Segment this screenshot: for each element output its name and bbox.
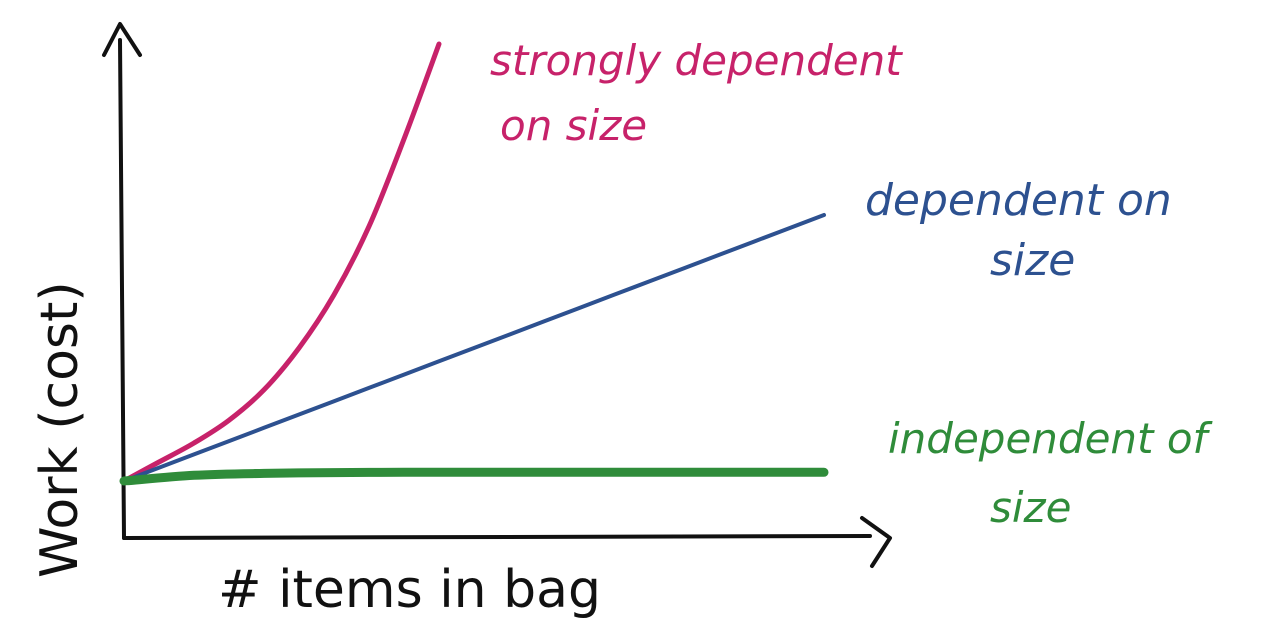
label-independent-line2: size: [990, 483, 1071, 532]
label-dependent-line2: size: [990, 235, 1075, 286]
y-axis-arrow-icon: [102, 22, 142, 57]
x-axis-arrow-icon: [860, 516, 892, 568]
label-independent-line1: independent of: [888, 414, 1214, 463]
series-strongly-dependent: [121, 41, 442, 484]
series-independent: [119, 467, 829, 486]
label-strongly-dependent-line2: on size: [500, 101, 647, 150]
series-dependent: [122, 213, 826, 483]
x-axis-line: [122, 534, 872, 540]
series-layer: [119, 41, 829, 486]
y-axis-label: Work (cost): [30, 281, 90, 578]
label-dependent-line1: dependent on: [865, 175, 1172, 226]
y-axis-line: [118, 38, 126, 540]
x-axis-label: # items in bag: [218, 560, 601, 620]
axes: [102, 22, 892, 568]
label-strongly-dependent-line1: strongly dependent: [490, 36, 903, 85]
